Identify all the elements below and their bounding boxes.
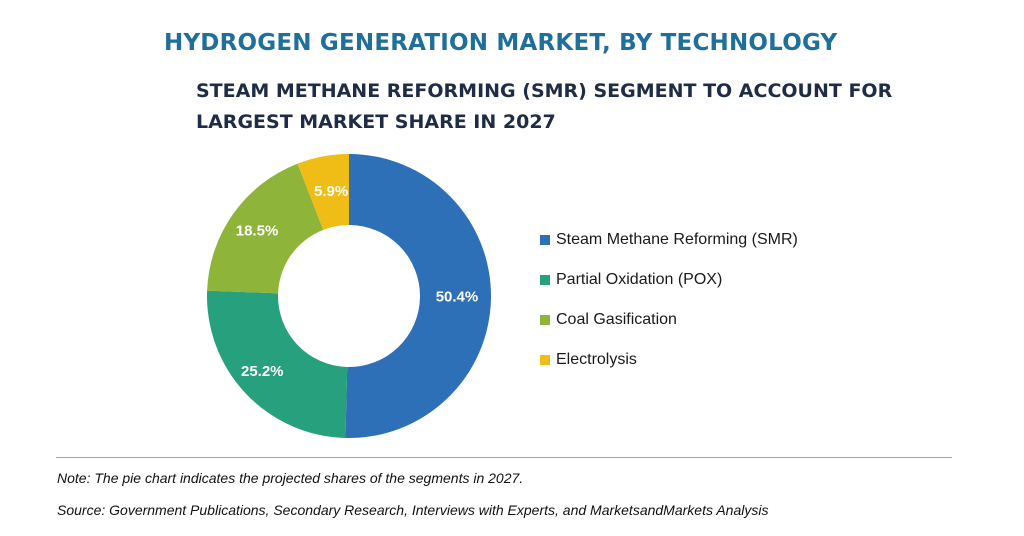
chart-title: HYDROGEN GENERATION MARKET, BY TECHNOLOG… <box>164 30 838 56</box>
legend-label-smr: Steam Methane Reforming (SMR) <box>556 231 798 248</box>
legend-label-coal-gasification: Coal Gasification <box>556 311 677 328</box>
legend-swatch-pox <box>540 275 550 285</box>
data-label-coal-gasification: 18.5% <box>236 222 279 239</box>
legend-item-coal-gasification: Coal Gasification <box>540 300 798 340</box>
data-label-electrolysis: 5.9% <box>314 183 348 200</box>
data-label-pox: 25.2% <box>241 363 284 380</box>
donut-slice-coal-gasification <box>207 163 324 294</box>
legend-swatch-smr <box>540 235 550 245</box>
legend-label-pox: Partial Oxidation (POX) <box>556 271 723 288</box>
donut-slice-pox <box>206 290 348 438</box>
legend: Steam Methane Reforming (SMR) Partial Ox… <box>540 220 798 380</box>
data-label-smr: 50.4% <box>436 288 479 305</box>
legend-item-pox: Partial Oxidation (POX) <box>540 260 798 300</box>
footnote: Note: The pie chart indicates the projec… <box>57 470 524 486</box>
footer-divider <box>56 457 952 458</box>
source-note: Source: Government Publications, Seconda… <box>57 502 769 518</box>
legend-item-smr: Steam Methane Reforming (SMR) <box>540 220 798 260</box>
legend-item-electrolysis: Electrolysis <box>540 340 798 380</box>
donut-slice-electrolysis <box>297 154 349 230</box>
legend-label-electrolysis: Electrolysis <box>556 351 637 368</box>
legend-swatch-electrolysis <box>540 355 550 365</box>
chart-subtitle: STEAM METHANE REFORMING (SMR) SEGMENT TO… <box>196 80 893 133</box>
donut-slice-smr <box>345 154 491 438</box>
legend-swatch-coal-gasification <box>540 315 550 325</box>
